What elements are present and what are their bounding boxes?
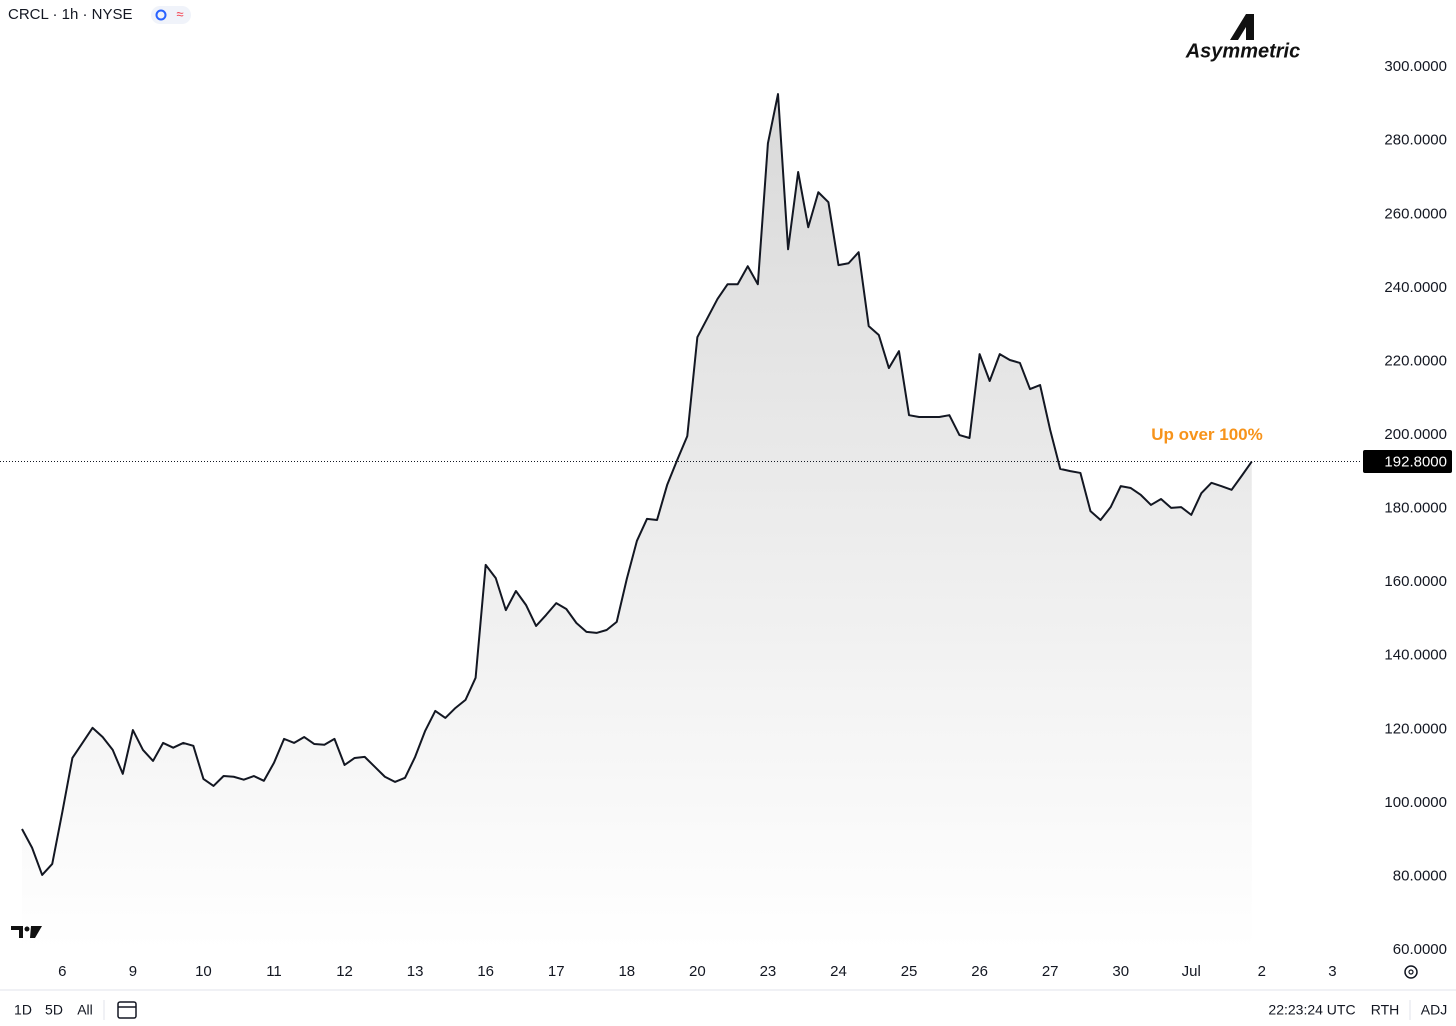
price-line	[21, 93, 1253, 876]
x-tick-label: 16	[477, 963, 494, 980]
symbol-title: CRCL · 1h · NYSE	[8, 6, 132, 23]
y-tick-label: 260.0000	[1384, 205, 1447, 222]
y-tick-label: 180.0000	[1384, 500, 1447, 517]
x-tick-label: 23	[760, 963, 777, 980]
x-tick-label: Jul	[1182, 963, 1201, 980]
y-tick-label: 100.0000	[1384, 794, 1447, 811]
y-tick-label: 220.0000	[1384, 352, 1447, 369]
y-tick-label: 280.0000	[1384, 132, 1447, 149]
y-tick-label: 160.0000	[1384, 573, 1447, 590]
range-button[interactable]: All	[77, 1002, 93, 1018]
x-tick-label: 6	[58, 963, 66, 980]
status-icons: ≈	[151, 6, 191, 24]
y-tick-label: 300.0000	[1384, 58, 1447, 75]
tv-logo	[11, 926, 42, 938]
range-button[interactable]: 5D	[45, 1002, 63, 1018]
x-tick-label: 13	[407, 963, 424, 980]
adjust-toggle[interactable]: ADJ	[1421, 1002, 1447, 1018]
clock: 22:23:24 UTC	[1268, 1002, 1355, 1018]
x-tick-label: 17	[548, 963, 565, 980]
annotation: Up over 100%	[1151, 425, 1263, 444]
svg-text:≈: ≈	[176, 6, 183, 21]
session-toggle[interactable]: RTH	[1371, 1002, 1400, 1018]
y-tick-label: 200.0000	[1384, 426, 1447, 443]
x-tick-label: 12	[336, 963, 353, 980]
area-fill	[22, 94, 1252, 950]
y-tick-label: 140.0000	[1384, 647, 1447, 664]
x-tick-label: 10	[195, 963, 212, 980]
x-tick-label: 20	[689, 963, 706, 980]
x-tick-label: 24	[830, 963, 847, 980]
x-tick-label: 26	[971, 963, 988, 980]
x-tick-label: 25	[901, 963, 918, 980]
x-tick-label: 30	[1112, 963, 1129, 980]
plot-area	[21, 93, 1253, 950]
bottom-toolbar: 1D 5D All 22:23:24 UTC RTH ADJ	[14, 1000, 1447, 1020]
logo: Asymmetric	[1185, 14, 1301, 62]
y-tick-label: 120.0000	[1384, 720, 1447, 737]
x-tick-label: 27	[1042, 963, 1059, 980]
x-tick-label: 9	[129, 963, 137, 980]
last-price-box	[1363, 450, 1452, 474]
x-tick-label: 2	[1258, 963, 1266, 980]
settings-icon[interactable]	[1404, 965, 1418, 979]
last-price-label: 192.8000	[1384, 453, 1447, 470]
x-tick-label: 11	[266, 963, 282, 980]
calendar-icon[interactable]	[117, 1001, 137, 1019]
y-tick-label: 60.0000	[1393, 941, 1447, 958]
x-tick-label: 18	[618, 963, 635, 980]
y-tick-label: 240.0000	[1384, 279, 1447, 296]
y-tick-label: 80.0000	[1393, 867, 1447, 884]
range-button[interactable]: 1D	[14, 1002, 32, 1018]
x-tick-label: 3	[1328, 963, 1336, 980]
logo-text: Asymmetric	[1185, 40, 1301, 62]
